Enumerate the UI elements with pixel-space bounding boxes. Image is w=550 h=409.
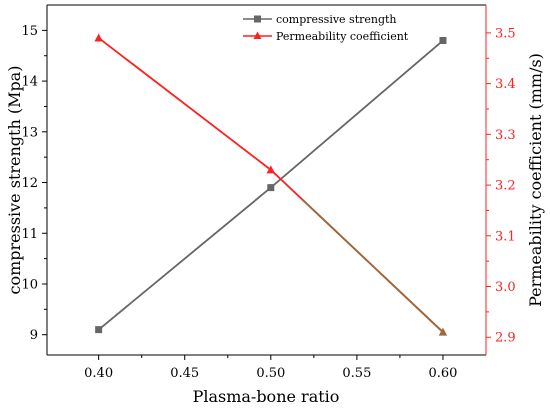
left-y-axis-ticks: 9 10 11 12 13 14 15 <box>21 24 47 343</box>
legend-marker-compressive-strength <box>254 15 261 23</box>
point-permeability-coefficient <box>266 165 276 174</box>
left-y-tick-label: 15 <box>21 24 38 39</box>
legend-label-permeability-coefficient: Permeability coefficient <box>276 30 409 43</box>
point-compressive-strength <box>439 37 447 45</box>
line-permeability-coefficient-overlap <box>301 198 444 333</box>
right-y-axis-ticks: 2.9 3.0 3.1 3.2 3.3 3.4 3.5 <box>486 26 516 346</box>
x-tick-label: 0.50 <box>256 366 285 381</box>
x-axis-label: Plasma-bone ratio <box>193 387 340 406</box>
x-tick-label: 0.60 <box>428 366 457 381</box>
left-y-tick-label: 10 <box>21 277 38 292</box>
right-y-tick-label: 3.3 <box>495 128 516 143</box>
left-y-tick-label: 12 <box>21 176 38 191</box>
x-tick-label: 0.55 <box>342 366 371 381</box>
right-y-tick-label: 3.4 <box>495 77 516 92</box>
right-y-tick-label: 3.0 <box>495 280 516 295</box>
x-axis-ticks: 0.40 0.45 0.50 0.55 0.60 <box>84 355 457 381</box>
legend-label-compressive-strength: compressive strength <box>276 13 397 26</box>
point-permeability-coefficient <box>438 327 448 336</box>
point-compressive-strength <box>267 184 275 192</box>
plot-frame-group <box>46 4 487 356</box>
x-tick-label: 0.45 <box>170 366 199 381</box>
right-y-tick-label: 3.5 <box>495 26 516 41</box>
left-y-tick-label: 13 <box>21 125 38 140</box>
point-compressive-strength <box>95 326 103 334</box>
left-y-axis-label: compressive strength (Mpa) <box>5 65 24 294</box>
x-tick-label: 0.40 <box>84 366 113 381</box>
right-y-tick-label: 3.1 <box>495 229 516 244</box>
left-y-tick-label: 9 <box>30 328 38 343</box>
legend: compressive strength Permeability coeffi… <box>243 13 409 43</box>
right-y-tick-label: 3.2 <box>495 179 516 194</box>
left-y-tick-label: 14 <box>21 75 38 90</box>
point-permeability-coefficient <box>94 33 103 42</box>
right-y-tick-label: 2.9 <box>495 331 516 346</box>
legend-marker-permeability-coefficient <box>253 31 262 39</box>
series-layer <box>94 33 448 336</box>
left-y-tick-label: 11 <box>21 227 38 242</box>
right-y-axis-label: Permeability coefficient (mm/s) <box>526 53 545 307</box>
